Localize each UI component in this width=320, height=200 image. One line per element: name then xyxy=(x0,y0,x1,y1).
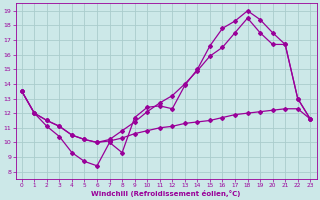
X-axis label: Windchill (Refroidissement éolien,°C): Windchill (Refroidissement éolien,°C) xyxy=(91,190,241,197)
